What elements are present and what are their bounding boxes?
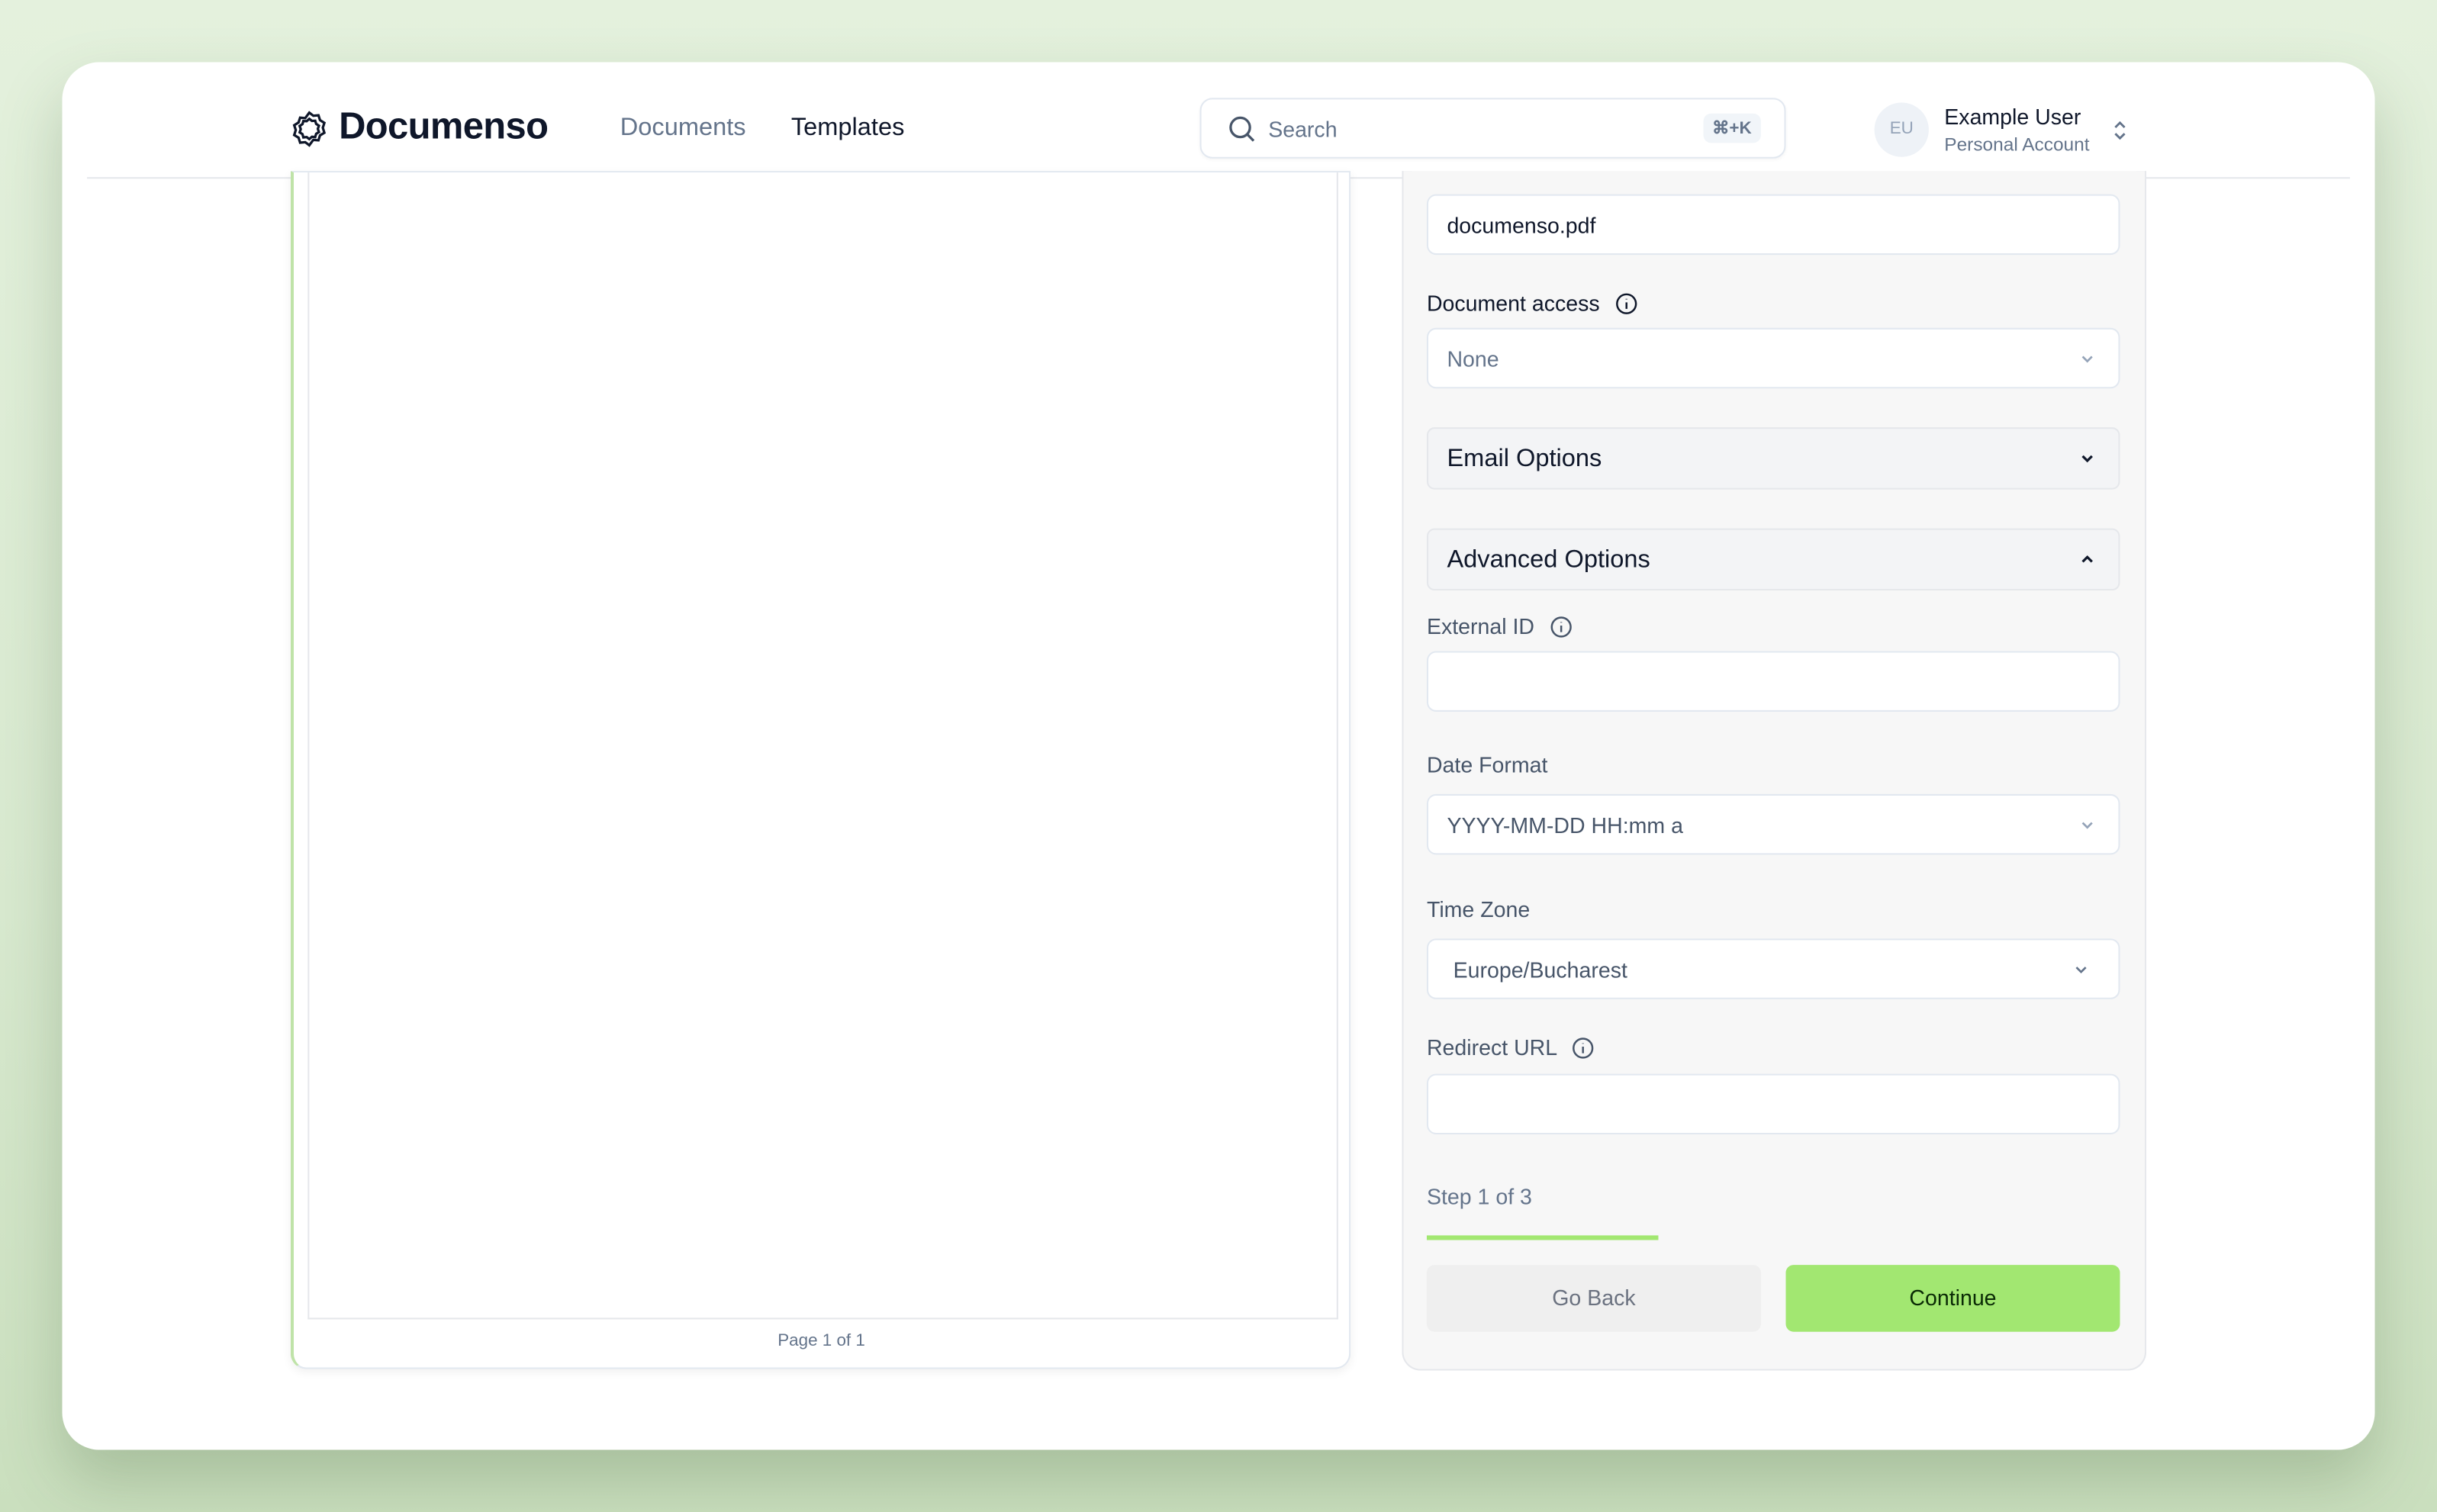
step-progress-track <box>1426 1235 2120 1240</box>
search-shortcut: ⌘+K <box>1702 113 1761 143</box>
redirect-url-label: Redirect URL <box>1427 1035 1595 1060</box>
time-zone-select[interactable]: Europe/Bucharest <box>1426 938 2120 999</box>
go-back-button[interactable]: Go Back <box>1426 1265 1761 1332</box>
advanced-options-accordion[interactable]: Advanced Options <box>1426 528 2120 591</box>
settings-panel: documenso.pdf Document access None Email… <box>1402 171 2147 1371</box>
chevron-down-icon <box>2075 967 2087 974</box>
user-name[interactable]: Example User <box>1944 104 2081 130</box>
document-access-select[interactable]: None <box>1426 327 2120 389</box>
title-input[interactable]: documenso.pdf <box>1426 194 2120 256</box>
brand-name[interactable]: Documenso <box>339 105 549 148</box>
email-options-label: Email Options <box>1447 446 1602 473</box>
avatar[interactable]: EU <box>1874 102 1929 157</box>
chevron-down-icon <box>2081 355 2093 363</box>
app-window: Documenso Documents Templates Search ⌘+K… <box>62 62 2375 1450</box>
chevron-up-down-icon[interactable] <box>2112 118 2127 151</box>
chevron-down-icon <box>2081 822 2093 829</box>
external-id-label: External ID <box>1427 614 1573 639</box>
search-input[interactable]: Search ⌘+K <box>1199 98 1786 159</box>
email-options-accordion[interactable]: Email Options <box>1426 427 2120 490</box>
external-id-input[interactable] <box>1426 651 2120 712</box>
date-format-select[interactable]: YYYY-MM-DD HH:mm a <box>1426 793 2120 855</box>
title-value: documenso.pdf <box>1447 213 1596 238</box>
chevron-down-icon <box>2081 455 2093 463</box>
pdf-page[interactable] <box>307 172 1338 1320</box>
search-icon <box>1228 115 1256 151</box>
account-type: Personal Account <box>1944 134 2090 156</box>
step-indicator: Step 1 of 3 <box>1426 1184 1532 1209</box>
step-progress-fill <box>1426 1235 1658 1240</box>
document-access-value: None <box>1447 346 1499 372</box>
date-format-label: Date Format <box>1426 751 1548 777</box>
advanced-options-label: Advanced Options <box>1447 547 1650 574</box>
continue-button[interactable]: Continue <box>1785 1265 2120 1332</box>
document-access-label: Document access <box>1427 291 1638 316</box>
search-placeholder: Search <box>1268 116 1338 142</box>
time-zone-label: Time Zone <box>1426 896 1531 922</box>
page-indicator: Page 1 of 1 <box>777 1331 865 1351</box>
time-zone-value: Europe/Bucharest <box>1453 957 1627 983</box>
info-icon <box>1550 616 1573 638</box>
date-format-value: YYYY-MM-DD HH:mm a <box>1447 812 1683 838</box>
info-icon <box>1616 293 1637 314</box>
chevron-up-icon <box>2081 555 2093 563</box>
info-icon <box>1573 1037 1595 1059</box>
pdf-viewer: Page 1 of 1 <box>290 171 1351 1369</box>
nav-templates[interactable]: Templates <box>790 114 905 142</box>
redirect-url-input[interactable] <box>1426 1073 2120 1135</box>
nav-documents[interactable]: Documents <box>620 114 746 142</box>
documenso-logo-icon <box>291 111 328 156</box>
